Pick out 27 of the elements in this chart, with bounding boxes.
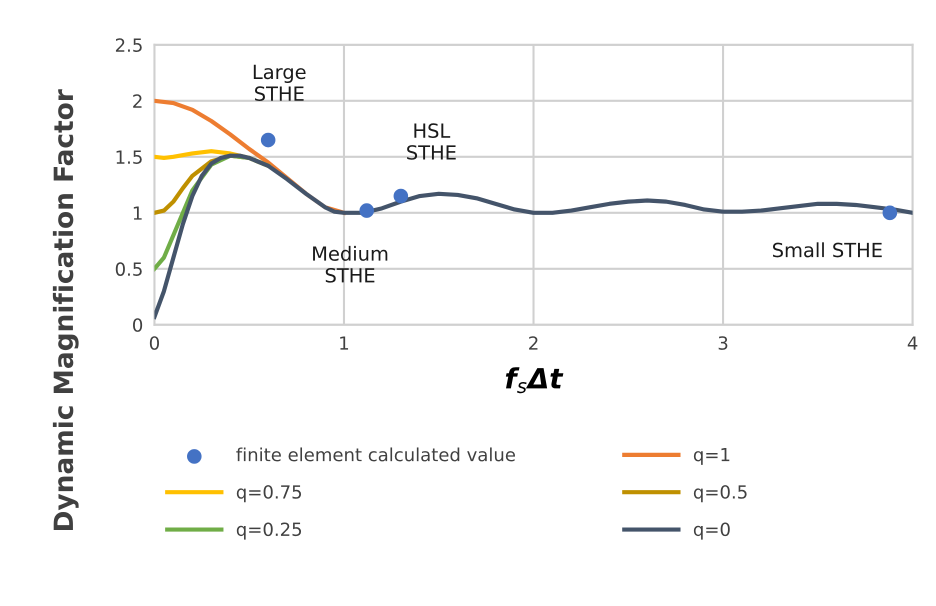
x-tick-label: 1 [340, 336, 348, 350]
annotation: Medium STHE [313, 246, 388, 283]
y-tick-label: 0 [133, 318, 142, 332]
y-axis-title: Dynamic Magnification Factor [52, 89, 79, 530]
y-tick-label: 2.5 [116, 38, 142, 52]
legend-label: finite element calculated value [236, 447, 515, 462]
y-tick-label: 2 [133, 94, 142, 108]
legend-label: q=0.25 [236, 522, 302, 540]
legend-label: q=0 [694, 522, 730, 540]
y-tick-label: 1.5 [116, 150, 142, 164]
x-tick-label: 0 [150, 336, 159, 350]
point [882, 206, 898, 220]
point [394, 188, 408, 204]
legend-label: q=0.5 [694, 485, 747, 502]
x-axis-title: f$_{s}$Δt [506, 367, 564, 394]
point [359, 203, 374, 218]
y-tick-label: 1 [134, 206, 142, 220]
annotation: Large STHE [254, 64, 306, 102]
y-tick-label: 0.5 [116, 262, 142, 276]
x-tick-label: 4 [908, 336, 918, 350]
annotation: Small STHE [772, 242, 882, 258]
x-tick-label: 2 [529, 336, 538, 350]
point [260, 132, 276, 148]
annotation: HSL STHE [407, 123, 456, 160]
x-tick-label: 3 [718, 336, 728, 350]
legend-label: q=0.75 [236, 485, 302, 502]
legend-label: q=1 [694, 448, 730, 465]
